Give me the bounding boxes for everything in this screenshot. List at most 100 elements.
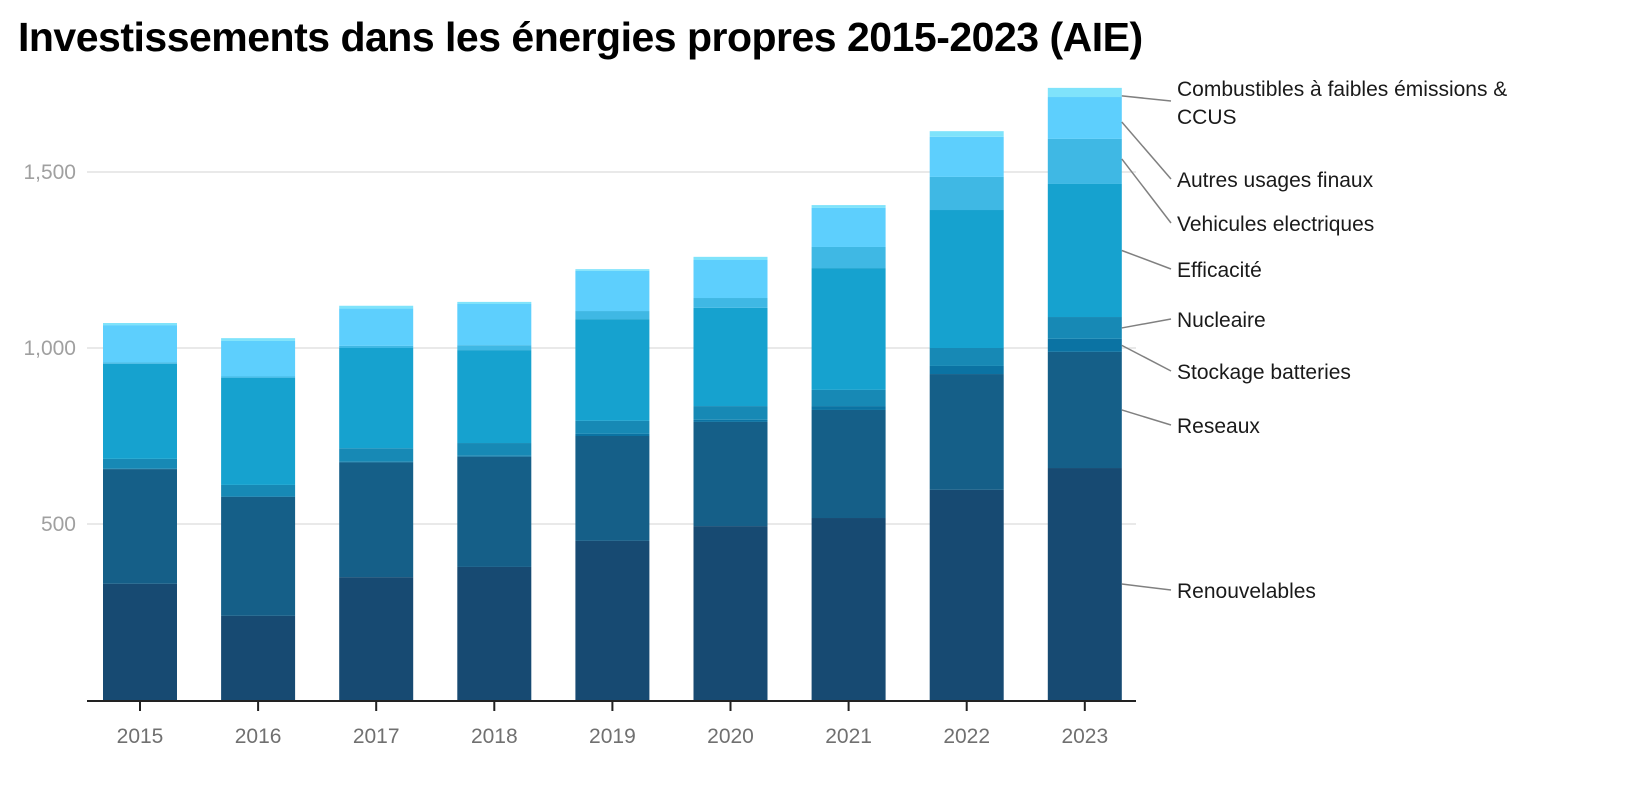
bar-segment-nucleaire[interactable] [339, 448, 414, 462]
bar-segment-efficacit-[interactable] [693, 307, 768, 407]
bar-segment-vehicules-electriques[interactable] [693, 298, 768, 308]
bar-segment-vehicules-electriques[interactable] [575, 311, 650, 320]
bar-segment-renouvelables[interactable] [221, 615, 296, 700]
leader-line [1121, 318, 1172, 329]
y-tick-label: 1,500 [23, 161, 76, 184]
series-label-reseaux: Reseaux [1121, 409, 1260, 438]
bar-segment-stockage-batteries[interactable] [929, 365, 1004, 375]
bar-segment-efficacit-[interactable] [457, 350, 532, 444]
bar-segment-combustibles-faibles-missions-ccus[interactable] [929, 131, 1004, 137]
bar-segment-nucleaire[interactable] [103, 458, 177, 469]
series-label-text: Vehicules electriques [1177, 213, 1374, 236]
bar-segment-renouvelables[interactable] [575, 540, 650, 700]
bar-segment-autres-usages-finaux[interactable] [103, 325, 177, 363]
bar-segment-efficacit-[interactable] [1047, 183, 1122, 318]
bar-segment-autres-usages-finaux[interactable] [221, 340, 296, 377]
bar-segment-renouvelables[interactable] [457, 566, 532, 700]
bar-segment-autres-usages-finaux[interactable] [457, 304, 532, 346]
leader-line [1121, 583, 1172, 591]
bar-segment-nucleaire[interactable] [929, 348, 1004, 366]
bar-segment-efficacit-[interactable] [811, 268, 886, 390]
bar-segment-autres-usages-finaux[interactable] [339, 308, 414, 346]
leader-line [1121, 249, 1172, 270]
bar-segment-renouvelables[interactable] [811, 518, 886, 700]
bar-segment-combustibles-faibles-missions-ccus[interactable] [103, 323, 177, 326]
bar-segment-reseaux[interactable] [339, 462, 414, 578]
bar-segment-reseaux[interactable] [103, 469, 177, 584]
y-tick-label: 1,000 [23, 337, 76, 360]
bar-segment-efficacit-[interactable] [929, 210, 1004, 348]
series-label-text: Autres usages finaux [1177, 169, 1374, 192]
bar-segment-stockage-batteries[interactable] [339, 461, 414, 463]
leader-line [1121, 121, 1172, 180]
bar-stack-2022 [929, 131, 1004, 700]
bar-segment-reseaux[interactable] [457, 456, 532, 567]
x-tick-label: 2016 [235, 725, 282, 748]
series-label-nucleaire: Nucleaire [1121, 309, 1266, 332]
bar-segment-renouvelables[interactable] [339, 577, 414, 700]
bar-segment-autres-usages-finaux[interactable] [1047, 97, 1122, 139]
bar-segment-reseaux[interactable] [693, 421, 768, 527]
bar-segment-autres-usages-finaux[interactable] [929, 136, 1004, 177]
bar-segment-renouvelables[interactable] [693, 526, 768, 700]
bar-segment-renouvelables[interactable] [929, 489, 1004, 700]
bar-stack-2018 [457, 301, 532, 700]
series-label-text: Stockage batteries [1177, 361, 1351, 384]
bar-stack-2021 [811, 205, 886, 700]
series-label-combustibles-faibles-missions-ccus: Combustibles à faibles émissions & CCUS [1121, 78, 1507, 129]
x-tick-label: 2022 [943, 725, 990, 748]
bar-segment-stockage-batteries[interactable] [693, 419, 768, 422]
bar-segment-renouvelables[interactable] [103, 583, 177, 700]
series-label-text: Renouvelables [1177, 580, 1316, 603]
bar-segment-vehicules-electriques[interactable] [1047, 138, 1122, 184]
series-label-text: Reseaux [1177, 415, 1260, 438]
bar-segment-efficacit-[interactable] [221, 377, 296, 485]
bar-segment-stockage-batteries[interactable] [457, 455, 532, 457]
bar-segment-efficacit-[interactable] [103, 363, 177, 459]
bar-segment-efficacit-[interactable] [339, 348, 414, 449]
bar-stack-2019 [575, 269, 650, 700]
x-tick-label: 2021 [825, 725, 872, 748]
bar-segment-combustibles-faibles-missions-ccus[interactable] [693, 256, 768, 260]
bar-segment-reseaux[interactable] [575, 436, 650, 541]
bar-segment-combustibles-faibles-missions-ccus[interactable] [339, 305, 414, 309]
bar-segment-stockage-batteries[interactable] [1047, 338, 1122, 352]
bar-segment-renouvelables[interactable] [1047, 468, 1122, 700]
bar-segment-vehicules-electriques[interactable] [103, 362, 177, 364]
bar-segment-reseaux[interactable] [221, 496, 296, 616]
x-tick-label: 2018 [471, 725, 518, 748]
series-label-autres-usages-finaux: Autres usages finaux [1121, 121, 1374, 192]
bar-segment-stockage-batteries[interactable] [811, 406, 886, 410]
bar-segment-combustibles-faibles-missions-ccus[interactable] [575, 269, 650, 271]
bar-segment-vehicules-electriques[interactable] [457, 345, 532, 351]
y-tick-label: 500 [41, 513, 76, 536]
bar-segment-autres-usages-finaux[interactable] [575, 270, 650, 312]
bar-segment-nucleaire[interactable] [221, 484, 296, 497]
bar-segment-vehicules-electriques[interactable] [339, 345, 414, 348]
bar-segment-autres-usages-finaux[interactable] [811, 207, 886, 247]
leader-line [1121, 95, 1172, 102]
bar-segment-combustibles-faibles-missions-ccus[interactable] [457, 301, 532, 304]
bar-segment-stockage-batteries[interactable] [575, 433, 650, 436]
bar-segment-autres-usages-finaux[interactable] [693, 260, 768, 299]
bar-segment-efficacit-[interactable] [575, 319, 650, 421]
leader-line [1121, 344, 1172, 372]
bar-segment-nucleaire[interactable] [693, 406, 768, 420]
bar-segment-vehicules-electriques[interactable] [929, 176, 1004, 211]
bar-segment-combustibles-faibles-missions-ccus[interactable] [811, 205, 886, 208]
x-axis: 2015 2016 2017 2018 2019 2020 2021 2022 2023 [87, 700, 1136, 748]
bar-segment-combustibles-faibles-missions-ccus[interactable] [1047, 87, 1122, 98]
bar-segment-nucleaire[interactable] [575, 420, 650, 434]
bar-segment-combustibles-faibles-missions-ccus[interactable] [221, 338, 296, 341]
chart-title: Investissements dans les énergies propre… [18, 14, 1143, 60]
bar-segment-reseaux[interactable] [929, 374, 1004, 490]
bar-segment-vehicules-electriques[interactable] [811, 246, 886, 269]
bar-segment-reseaux[interactable] [811, 409, 886, 519]
bar-segment-nucleaire[interactable] [1047, 317, 1122, 339]
x-tick-label: 2020 [707, 725, 754, 748]
series-label-vehicules-electriques: Vehicules electriques [1121, 158, 1374, 236]
bar-segment-nucleaire[interactable] [457, 443, 532, 456]
bar-segment-reseaux[interactable] [1047, 351, 1122, 469]
bar-segment-vehicules-electriques[interactable] [221, 376, 296, 378]
bar-segment-nucleaire[interactable] [811, 389, 886, 407]
